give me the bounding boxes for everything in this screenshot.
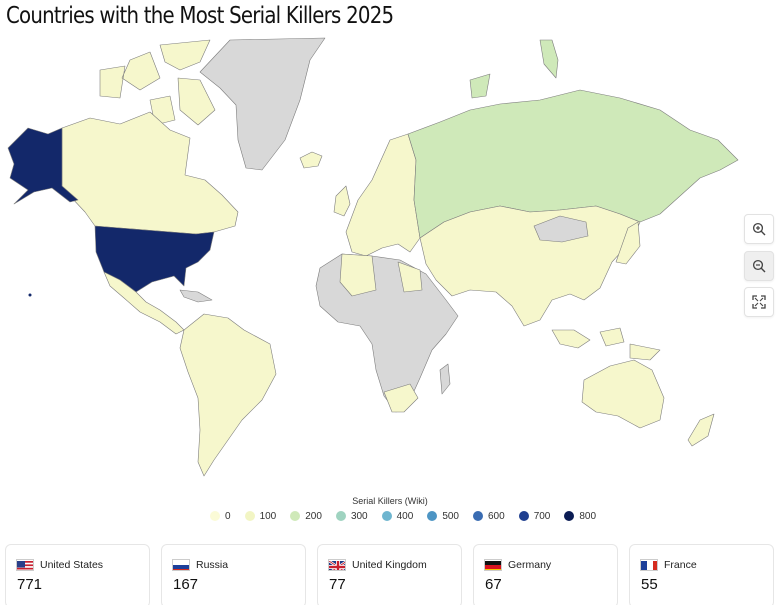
uk-flag-icon — [328, 559, 346, 571]
zoom-in-icon — [752, 222, 766, 236]
legend-item[interactable]: 600 — [473, 511, 505, 522]
france-flag-icon — [640, 559, 658, 571]
germany-flag-icon — [484, 559, 502, 571]
map-country-iceland[interactable] — [299, 151, 323, 169]
map-country-uk[interactable] — [333, 185, 351, 217]
map-country-greenland[interactable] — [199, 37, 326, 171]
card-country-value: 55 — [641, 576, 658, 593]
legend-label: 700 — [533, 510, 551, 522]
map-continent-south-america[interactable] — [179, 313, 277, 477]
map-country-canada-islands[interactable] — [99, 39, 216, 126]
card-country-name: France — [664, 559, 697, 571]
legend-item[interactable]: 0 — [210, 511, 231, 522]
map-region-southeast-asia[interactable] — [551, 327, 661, 361]
country-card-united-states[interactable]: United States 771 — [5, 544, 150, 605]
legend-item[interactable]: 100 — [244, 510, 277, 522]
card-country-value: 771 — [17, 576, 43, 593]
top-countries-cards: United States 771 Russia 167 United King… — [5, 544, 780, 605]
legend-swatch — [564, 511, 575, 521]
country-card-germany[interactable]: Germany 67 — [473, 544, 618, 605]
legend-item[interactable]: 500 — [427, 511, 459, 522]
map-continent-europe[interactable] — [345, 133, 421, 257]
map-region-asia[interactable] — [419, 205, 641, 327]
legend-item[interactable]: 700 — [518, 510, 551, 522]
legend-label: 100 — [259, 510, 277, 522]
legend-item[interactable]: 300 — [335, 510, 368, 522]
legend-swatch — [210, 511, 220, 521]
legend-label: 0 — [225, 510, 231, 522]
card-country-name: Germany — [508, 559, 552, 571]
map-country-australia[interactable] — [581, 359, 665, 429]
map-country-japan[interactable] — [615, 221, 641, 265]
legend-swatch — [290, 511, 301, 521]
country-card-russia[interactable]: Russia 167 — [161, 544, 306, 605]
legend-label: 300 — [350, 510, 368, 522]
legend-swatch — [381, 511, 392, 521]
card-country-name: United Kingdom — [352, 559, 427, 571]
us-flag-icon — [16, 559, 34, 571]
legend: 0 100 200 300 400 500 600 700 800 — [210, 509, 596, 523]
map-country-new-zealand[interactable] — [687, 413, 715, 447]
map-region-caribbean[interactable] — [179, 289, 213, 303]
zoom-out-icon — [752, 259, 766, 273]
map-region-arctic-islands[interactable] — [469, 39, 559, 99]
legend-swatch — [244, 511, 255, 521]
zoom-in-button[interactable] — [744, 214, 774, 244]
legend-label: 500 — [442, 510, 459, 522]
card-country-value: 67 — [485, 576, 502, 593]
page-title: Countries with the Most Serial Killers 2… — [6, 3, 394, 29]
legend-item[interactable]: 400 — [381, 510, 414, 522]
fullscreen-button[interactable] — [744, 287, 774, 317]
world-map[interactable] — [0, 36, 740, 486]
card-country-name: Russia — [196, 559, 229, 571]
russia-flag-icon — [172, 559, 190, 571]
legend-swatch — [427, 511, 438, 521]
legend-swatch — [335, 511, 346, 521]
map-country-mongolia[interactable] — [533, 215, 589, 243]
zoom-out-button[interactable] — [744, 251, 774, 281]
map-country-hawaii[interactable] — [28, 293, 32, 297]
legend-item[interactable]: 800 — [564, 511, 596, 522]
legend-label: 400 — [396, 510, 414, 522]
legend-label: 600 — [488, 510, 505, 522]
map-country-madagascar[interactable] — [439, 363, 451, 395]
card-country-value: 167 — [173, 576, 199, 593]
map-country-canada[interactable] — [61, 111, 239, 235]
legend-label: 800 — [579, 510, 597, 522]
country-card-united-kingdom[interactable]: United Kingdom 77 — [317, 544, 462, 605]
legend-title: Serial Killers (Wiki) — [352, 496, 428, 506]
map-region-north-africa[interactable] — [339, 253, 423, 297]
legend-swatch — [473, 511, 483, 521]
fullscreen-icon — [752, 295, 766, 309]
card-country-name: United States — [40, 559, 104, 571]
map-country-alaska[interactable] — [7, 127, 79, 205]
legend-item[interactable]: 200 — [290, 511, 322, 522]
card-country-value: 77 — [329, 576, 346, 593]
legend-swatch — [518, 511, 529, 521]
legend-label: 200 — [305, 510, 322, 522]
map-country-south-africa[interactable] — [383, 383, 419, 413]
country-card-france[interactable]: France 55 — [629, 544, 774, 605]
